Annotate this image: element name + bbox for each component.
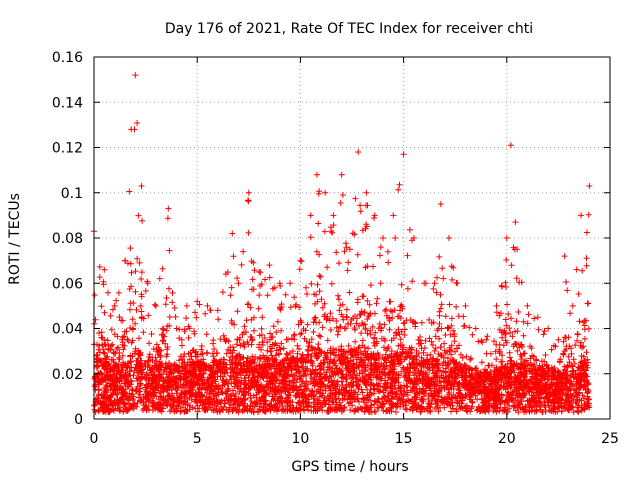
y-tick-label: 0.06 <box>52 276 83 292</box>
x-tick-label: 0 <box>90 431 99 447</box>
x-tick-label: 5 <box>193 431 202 447</box>
y-axis-label: ROTI / TECUs <box>7 193 23 285</box>
y-tick-label: 0.14 <box>52 95 83 111</box>
y-tick-label: 0.02 <box>52 367 83 383</box>
y-tick-label: 0.12 <box>52 141 83 157</box>
y-tick-label: 0.16 <box>52 50 83 66</box>
chart-title: Day 176 of 2021, Rate Of TEC Index for r… <box>165 21 533 37</box>
axis-ticks: 0 5 10 15 20 25 0 0.02 0.04 0.06 0.08 0.1 0.12 0.14 0.… <box>52 50 619 447</box>
x-tick-label: 20 <box>498 431 516 447</box>
x-tick-label: 10 <box>291 431 309 447</box>
y-tick-label: 0.04 <box>52 322 83 338</box>
x-axis-label: GPS time / hours <box>291 459 408 475</box>
x-tick-label: 15 <box>395 431 413 447</box>
y-tick-label: 0.08 <box>52 231 83 247</box>
roti-point-markers <box>91 72 593 416</box>
y-tick-label: 0.1 <box>61 186 83 202</box>
y-tick-label: 0 <box>74 412 83 428</box>
data-points <box>91 72 593 416</box>
x-tick-label: 25 <box>601 431 619 447</box>
